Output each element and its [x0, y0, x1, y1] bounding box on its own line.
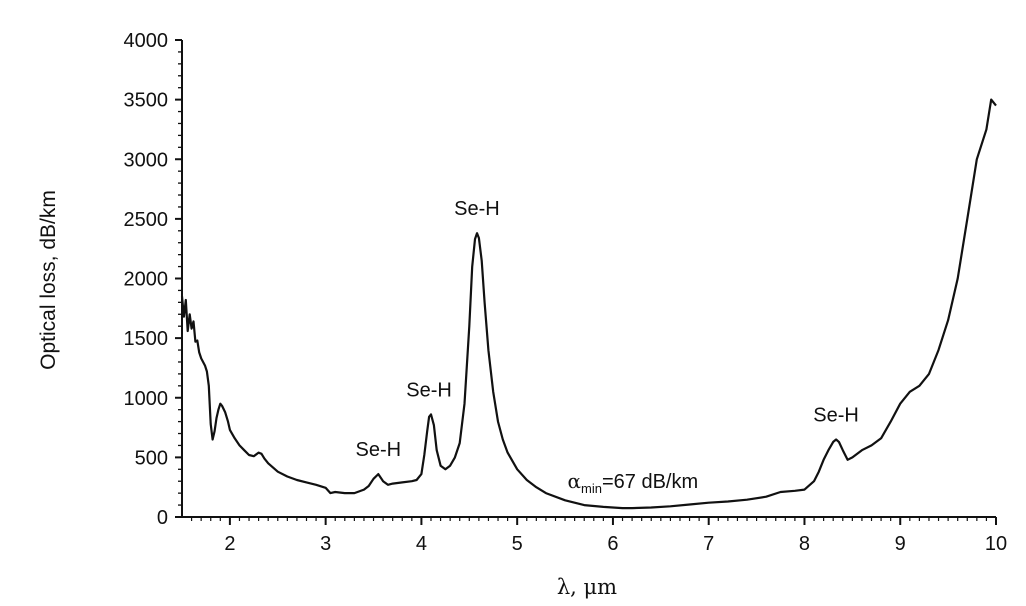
alpha-symbol: α [568, 469, 582, 493]
x-tick-label: 4 [416, 533, 427, 555]
y-tick-label: 4000 [124, 30, 169, 52]
y-axis-title: Optical loss, dB/km [37, 190, 60, 370]
x-tick-label: 2 [224, 533, 235, 555]
x-tick-label: 5 [512, 533, 523, 555]
peak-label: Se-H [356, 439, 402, 461]
ticks [175, 39, 997, 525]
loss-spectrum-line [180, 98, 997, 510]
peak-label: Se-H [406, 379, 452, 401]
axes [181, 40, 996, 518]
tick-labels: 0 500 1000 1500 2000 2500 3000 3500 4000 2 3 4 5 6 7 8 9… [124, 30, 1008, 555]
x-tick-label: 9 [895, 533, 906, 555]
y-tick-label: 1000 [124, 388, 169, 410]
x-tick-label: 8 [799, 533, 810, 555]
min-loss-annotation: αmin=67 dB/km [568, 469, 699, 496]
y-tick-label: 0 [157, 507, 168, 529]
y-tick-label: 500 [135, 447, 168, 469]
peak-label: Se-H [813, 404, 859, 426]
y-tick-label: 2500 [124, 209, 169, 231]
peak-label: Se-H [454, 198, 500, 220]
x-tick-label: 10 [985, 533, 1007, 555]
y-tick-label: 1500 [124, 328, 169, 350]
min-loss-value: =67 dB/km [602, 471, 698, 493]
peak-annotations: Se-H Se-H Se-H Se-H [356, 198, 859, 461]
y-tick-label: 3500 [124, 90, 169, 112]
x-axis-title: λ, μm [557, 575, 617, 599]
y-tick-label: 2000 [124, 269, 169, 291]
x-axis-title-text: λ, μm [557, 575, 617, 599]
x-tick-label: 3 [320, 533, 331, 555]
x-tick-label: 7 [703, 533, 714, 555]
alpha-subscript: min [581, 481, 602, 496]
x-tick-label: 6 [607, 533, 618, 555]
y-tick-label: 3000 [124, 149, 169, 171]
